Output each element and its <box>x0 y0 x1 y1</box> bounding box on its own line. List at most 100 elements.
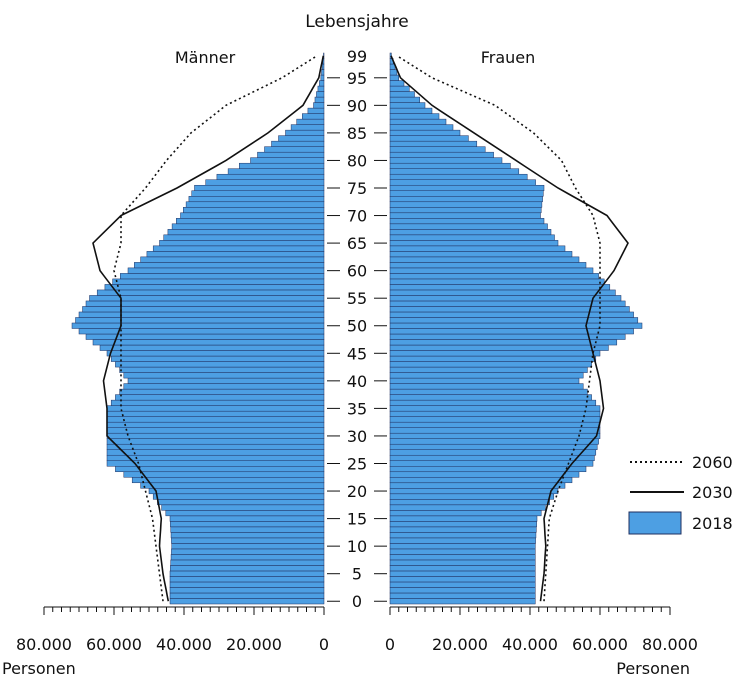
bar-men-age-17 <box>161 504 325 511</box>
bar-women-age-10 <box>389 543 536 550</box>
bar-men-age-58 <box>112 278 325 285</box>
bar-women-age-4 <box>389 576 536 583</box>
bar-women-age-79 <box>389 162 511 169</box>
male-label: Männer <box>175 48 236 67</box>
bar-women-age-87 <box>389 118 447 125</box>
bar-men-age-91 <box>314 96 325 103</box>
bar-women-age-92 <box>389 91 415 98</box>
age-tick-label: 45 <box>347 344 367 363</box>
bar-women-age-32 <box>389 421 601 428</box>
bar-women-age-89 <box>389 107 433 114</box>
bar-men-age-80 <box>250 157 325 164</box>
age-tick-label: 35 <box>347 399 367 418</box>
age-tick-label: 25 <box>347 455 367 474</box>
bar-men-age-33 <box>106 416 325 423</box>
bar-men-age-84 <box>278 135 325 142</box>
line-2060-women <box>396 55 601 602</box>
bar-men-age-22 <box>131 477 325 484</box>
bar-men-age-59 <box>120 273 325 280</box>
bar-women-age-28 <box>389 443 598 450</box>
bar-men-age-19 <box>152 493 325 500</box>
bar-men-age-73 <box>188 196 325 203</box>
bar-women-age-7 <box>389 559 536 566</box>
x-tick-label-women: 40.000 <box>502 635 558 654</box>
bar-men-age-45 <box>106 350 325 357</box>
bar-men-age-42 <box>119 366 325 373</box>
bar-women-age-88 <box>389 113 440 120</box>
bar-women-age-42 <box>389 366 588 373</box>
bar-women-age-15 <box>389 515 538 522</box>
bar-women-age-69 <box>389 218 545 225</box>
axes: 80.000 60.000 40.000 20.000 0 0 20.000 40.000 60… <box>16 47 698 654</box>
age-tick-label: 0 <box>352 592 362 611</box>
bar-men-age-41 <box>123 372 325 379</box>
bar-women-age-8 <box>389 554 536 561</box>
bar-women-age-17 <box>389 504 546 511</box>
age-tick-label: 30 <box>347 427 367 446</box>
bar-women-age-19 <box>389 493 555 500</box>
bar-women-age-83 <box>389 140 478 147</box>
bar-men-age-11 <box>171 537 325 544</box>
bar-men-age-15 <box>169 515 325 522</box>
bar-men-age-18 <box>157 499 325 506</box>
x-tick-label-men: 60.000 <box>86 635 142 654</box>
bar-men-age-12 <box>170 532 325 539</box>
bar-women-age-24 <box>389 466 587 473</box>
bar-women-age-58 <box>389 278 605 285</box>
bar-women-age-43 <box>389 361 592 368</box>
age-tick-label: 80 <box>347 151 367 170</box>
bar-men-age-93 <box>317 85 325 92</box>
bar-women-age-41 <box>389 372 584 379</box>
bar-women-age-33 <box>389 416 601 423</box>
bar-men-age-66 <box>163 234 325 241</box>
bar-men-age-50 <box>71 322 325 329</box>
x-tick-label-men: 20.000 <box>226 635 282 654</box>
bar-men-age-25 <box>106 460 325 467</box>
bar-men-age-47 <box>92 339 325 346</box>
bar-men-age-65 <box>159 240 325 247</box>
bar-men-age-37 <box>115 394 325 401</box>
bar-women-age-59 <box>389 273 599 280</box>
bar-women-age-26 <box>389 454 595 461</box>
bar-women-age-81 <box>389 151 494 158</box>
bar-men-age-1 <box>169 592 325 599</box>
bar-women-age-66 <box>389 234 555 241</box>
bar-women-age-85 <box>389 129 461 136</box>
bar-women-age-47 <box>389 339 618 346</box>
bar-men-age-79 <box>239 162 325 169</box>
bar-men-age-62 <box>140 256 325 263</box>
bar-men-age-77 <box>216 173 325 180</box>
bar-women-age-70 <box>389 212 541 219</box>
bar-women-age-36 <box>389 399 597 406</box>
bar-men-age-55 <box>89 295 325 302</box>
bar-women-age-9 <box>389 548 536 555</box>
bar-women-age-93 <box>389 85 410 92</box>
bar-women-age-3 <box>389 581 536 588</box>
bar-men-age-85 <box>285 129 325 136</box>
projection-lines <box>92 55 629 602</box>
bar-women-age-82 <box>389 146 486 153</box>
bar-women-age-12 <box>389 532 537 539</box>
bar-women-age-0 <box>389 598 536 605</box>
age-tick-label: 99 <box>347 47 367 66</box>
bar-women-age-94 <box>389 80 405 87</box>
bar-men-age-49 <box>78 328 325 335</box>
bar-women-age-53 <box>389 306 630 313</box>
bar-men-age-56 <box>96 289 325 296</box>
age-tick-label: 20 <box>347 482 367 501</box>
bar-men-age-29 <box>106 438 325 445</box>
bar-women-age-61 <box>389 262 587 269</box>
bar-men-age-3 <box>169 581 325 588</box>
bar-men-age-5 <box>169 570 325 577</box>
bar-women-age-16 <box>389 510 542 517</box>
bar-men-age-27 <box>106 449 325 456</box>
line-2030-women <box>390 55 629 602</box>
bar-women-age-77 <box>389 173 528 180</box>
bar-women-age-44 <box>389 355 597 362</box>
bar-men-age-39 <box>123 383 325 390</box>
bar-men-age-38 <box>119 388 325 395</box>
bar-men-age-53 <box>82 306 325 313</box>
bar-women-age-45 <box>389 350 601 357</box>
bar-women-age-52 <box>389 311 634 318</box>
bars-women-2018 <box>389 52 643 605</box>
